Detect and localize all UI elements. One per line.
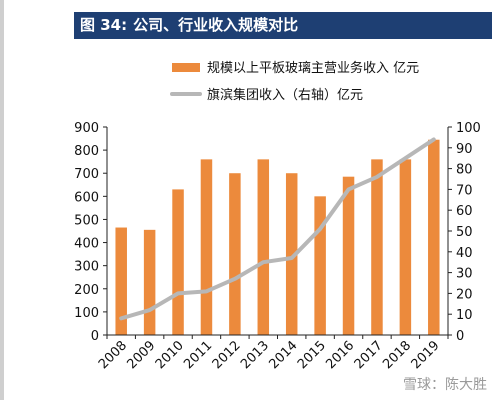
y-left-tick-label: 600 — [74, 190, 99, 205]
x-tick-label-2017: 2017 — [352, 338, 386, 372]
legend: 规模以上平板玻璃主营业务收入 亿元 旗滨集团收入（右轴）亿元 — [170, 60, 419, 103]
y-right-tick-label: 40 — [456, 246, 473, 261]
y-right-tick-label: 20 — [456, 287, 473, 302]
bar-2019 — [428, 139, 440, 335]
y-left-tick-label: 900 — [74, 121, 99, 136]
y-right-tick-label: 90 — [456, 142, 473, 157]
x-tick-label-2016: 2016 — [323, 338, 357, 372]
x-tick-label-2013: 2013 — [238, 338, 272, 372]
x-tick-label-2019: 2019 — [409, 338, 443, 372]
y-right-tick-label: 10 — [456, 308, 473, 323]
y-left-tick-label: 400 — [74, 237, 99, 252]
page-edge — [0, 0, 4, 400]
legend-label-line: 旗滨集团收入（右轴）亿元 — [207, 87, 363, 103]
y-right-tick-label: 50 — [456, 225, 473, 240]
y-left-tick-label: 800 — [74, 144, 99, 159]
bar-2010 — [172, 189, 184, 335]
bar-2017 — [371, 159, 383, 335]
line-series — [119, 137, 436, 321]
bar-2016 — [342, 176, 355, 335]
x-tick-label-2011: 2011 — [181, 338, 215, 372]
x-tick-label-2010: 2010 — [153, 338, 187, 372]
y-right-tick-label: 100 — [456, 121, 481, 136]
bar-2015 — [314, 196, 326, 335]
figure-label: 图 34: — [80, 16, 128, 34]
y-right-tick-label: 0 — [456, 329, 464, 344]
figure-title-bar: 图 34: 公司、行业收入规模对比 — [74, 12, 492, 39]
bar-2013 — [257, 159, 270, 335]
y-right-tick-label: 60 — [456, 204, 473, 219]
y-right-tick-label: 70 — [456, 183, 473, 198]
x-tick-label-2015: 2015 — [295, 338, 329, 372]
x-tick-label-2018: 2018 — [380, 338, 414, 372]
plot-area: 0 100 200 300 400 500 600 700 800 900 0 10 20 30 40 50 6… — [74, 121, 481, 372]
y-left-tick-label: 200 — [74, 283, 99, 298]
bar-2009 — [143, 229, 156, 335]
legend-label-bar: 规模以上平板玻璃主营业务收入 亿元 — [207, 60, 419, 76]
x-tick-label-2014: 2014 — [267, 338, 301, 372]
y-left-tick-label: 0 — [91, 329, 99, 344]
x-tick-label-2012: 2012 — [210, 338, 244, 372]
y-left-tick-label: 500 — [74, 213, 99, 228]
x-tick-label-2009: 2009 — [124, 338, 158, 372]
y-left-tick-label: 700 — [74, 167, 99, 182]
bar-2014 — [285, 173, 298, 335]
legend-swatch-bar — [172, 63, 200, 72]
bar-2012 — [229, 173, 241, 335]
watermark: 雪球：陈大胜 — [403, 377, 487, 393]
y-left-tick-label: 100 — [74, 306, 99, 321]
bar-2018 — [399, 159, 412, 335]
figure-title: 公司、行业收入规模对比 — [133, 16, 299, 34]
bar-2008 — [115, 227, 127, 335]
y-right-tick-label: 80 — [456, 163, 473, 178]
y-left-tick-label: 300 — [74, 260, 99, 275]
bar-2011 — [200, 159, 213, 335]
x-tick-label-2008: 2008 — [96, 338, 130, 372]
y-right-tick-label: 30 — [456, 267, 473, 282]
